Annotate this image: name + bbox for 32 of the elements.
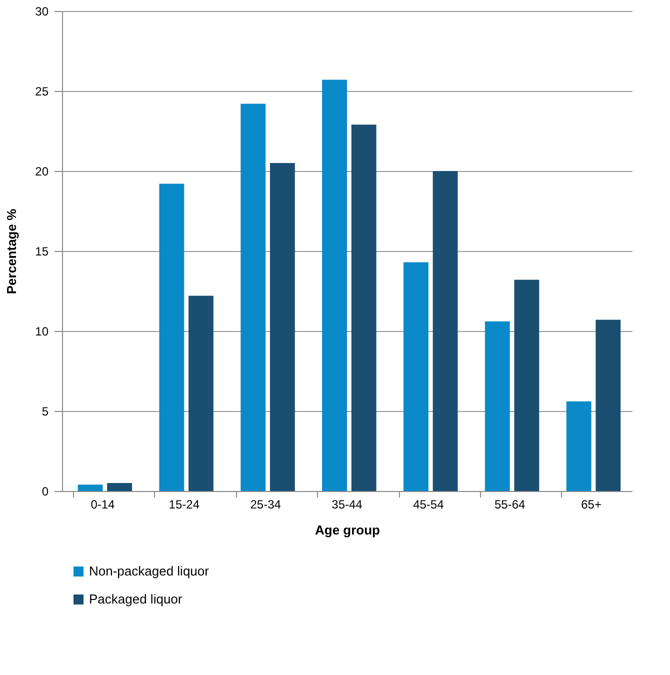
x-tick-label: 55-64 <box>494 498 526 512</box>
x-tick-label: 15-24 <box>168 498 200 512</box>
x-tick-label: 65+ <box>581 498 602 512</box>
y-tick-label: 30 <box>35 4 49 18</box>
bar <box>404 262 428 491</box>
x-tick-label: 0-14 <box>90 498 116 512</box>
bar <box>514 280 540 491</box>
bar <box>432 171 458 491</box>
x-tick-label: 25-34 <box>250 498 282 512</box>
bar <box>566 401 592 491</box>
y-tick-label: 25 <box>35 84 49 98</box>
y-axis-title: Percentage % <box>4 208 20 294</box>
bar <box>78 484 103 491</box>
bar <box>159 184 184 491</box>
y-tick-label: 5 <box>42 404 49 418</box>
bar <box>351 124 376 491</box>
x-tick-label: 35-44 <box>332 498 363 512</box>
y-tick-label: 10 <box>35 324 49 338</box>
bar <box>270 163 295 491</box>
y-tick-label: 20 <box>35 164 49 178</box>
legend-label: Packaged liquor <box>89 592 183 606</box>
y-tick-label: 15 <box>35 244 49 258</box>
x-axis-title: Age group <box>315 522 380 538</box>
bar <box>596 320 621 491</box>
y-tick-label: 0 <box>42 484 49 498</box>
legend-label: Non-packaged liquor <box>89 564 210 578</box>
bar <box>107 483 132 491</box>
bar <box>322 80 347 491</box>
x-tick-label: 45-54 <box>413 498 444 512</box>
bar <box>240 104 266 491</box>
bar <box>484 321 510 491</box>
bar <box>188 296 214 491</box>
